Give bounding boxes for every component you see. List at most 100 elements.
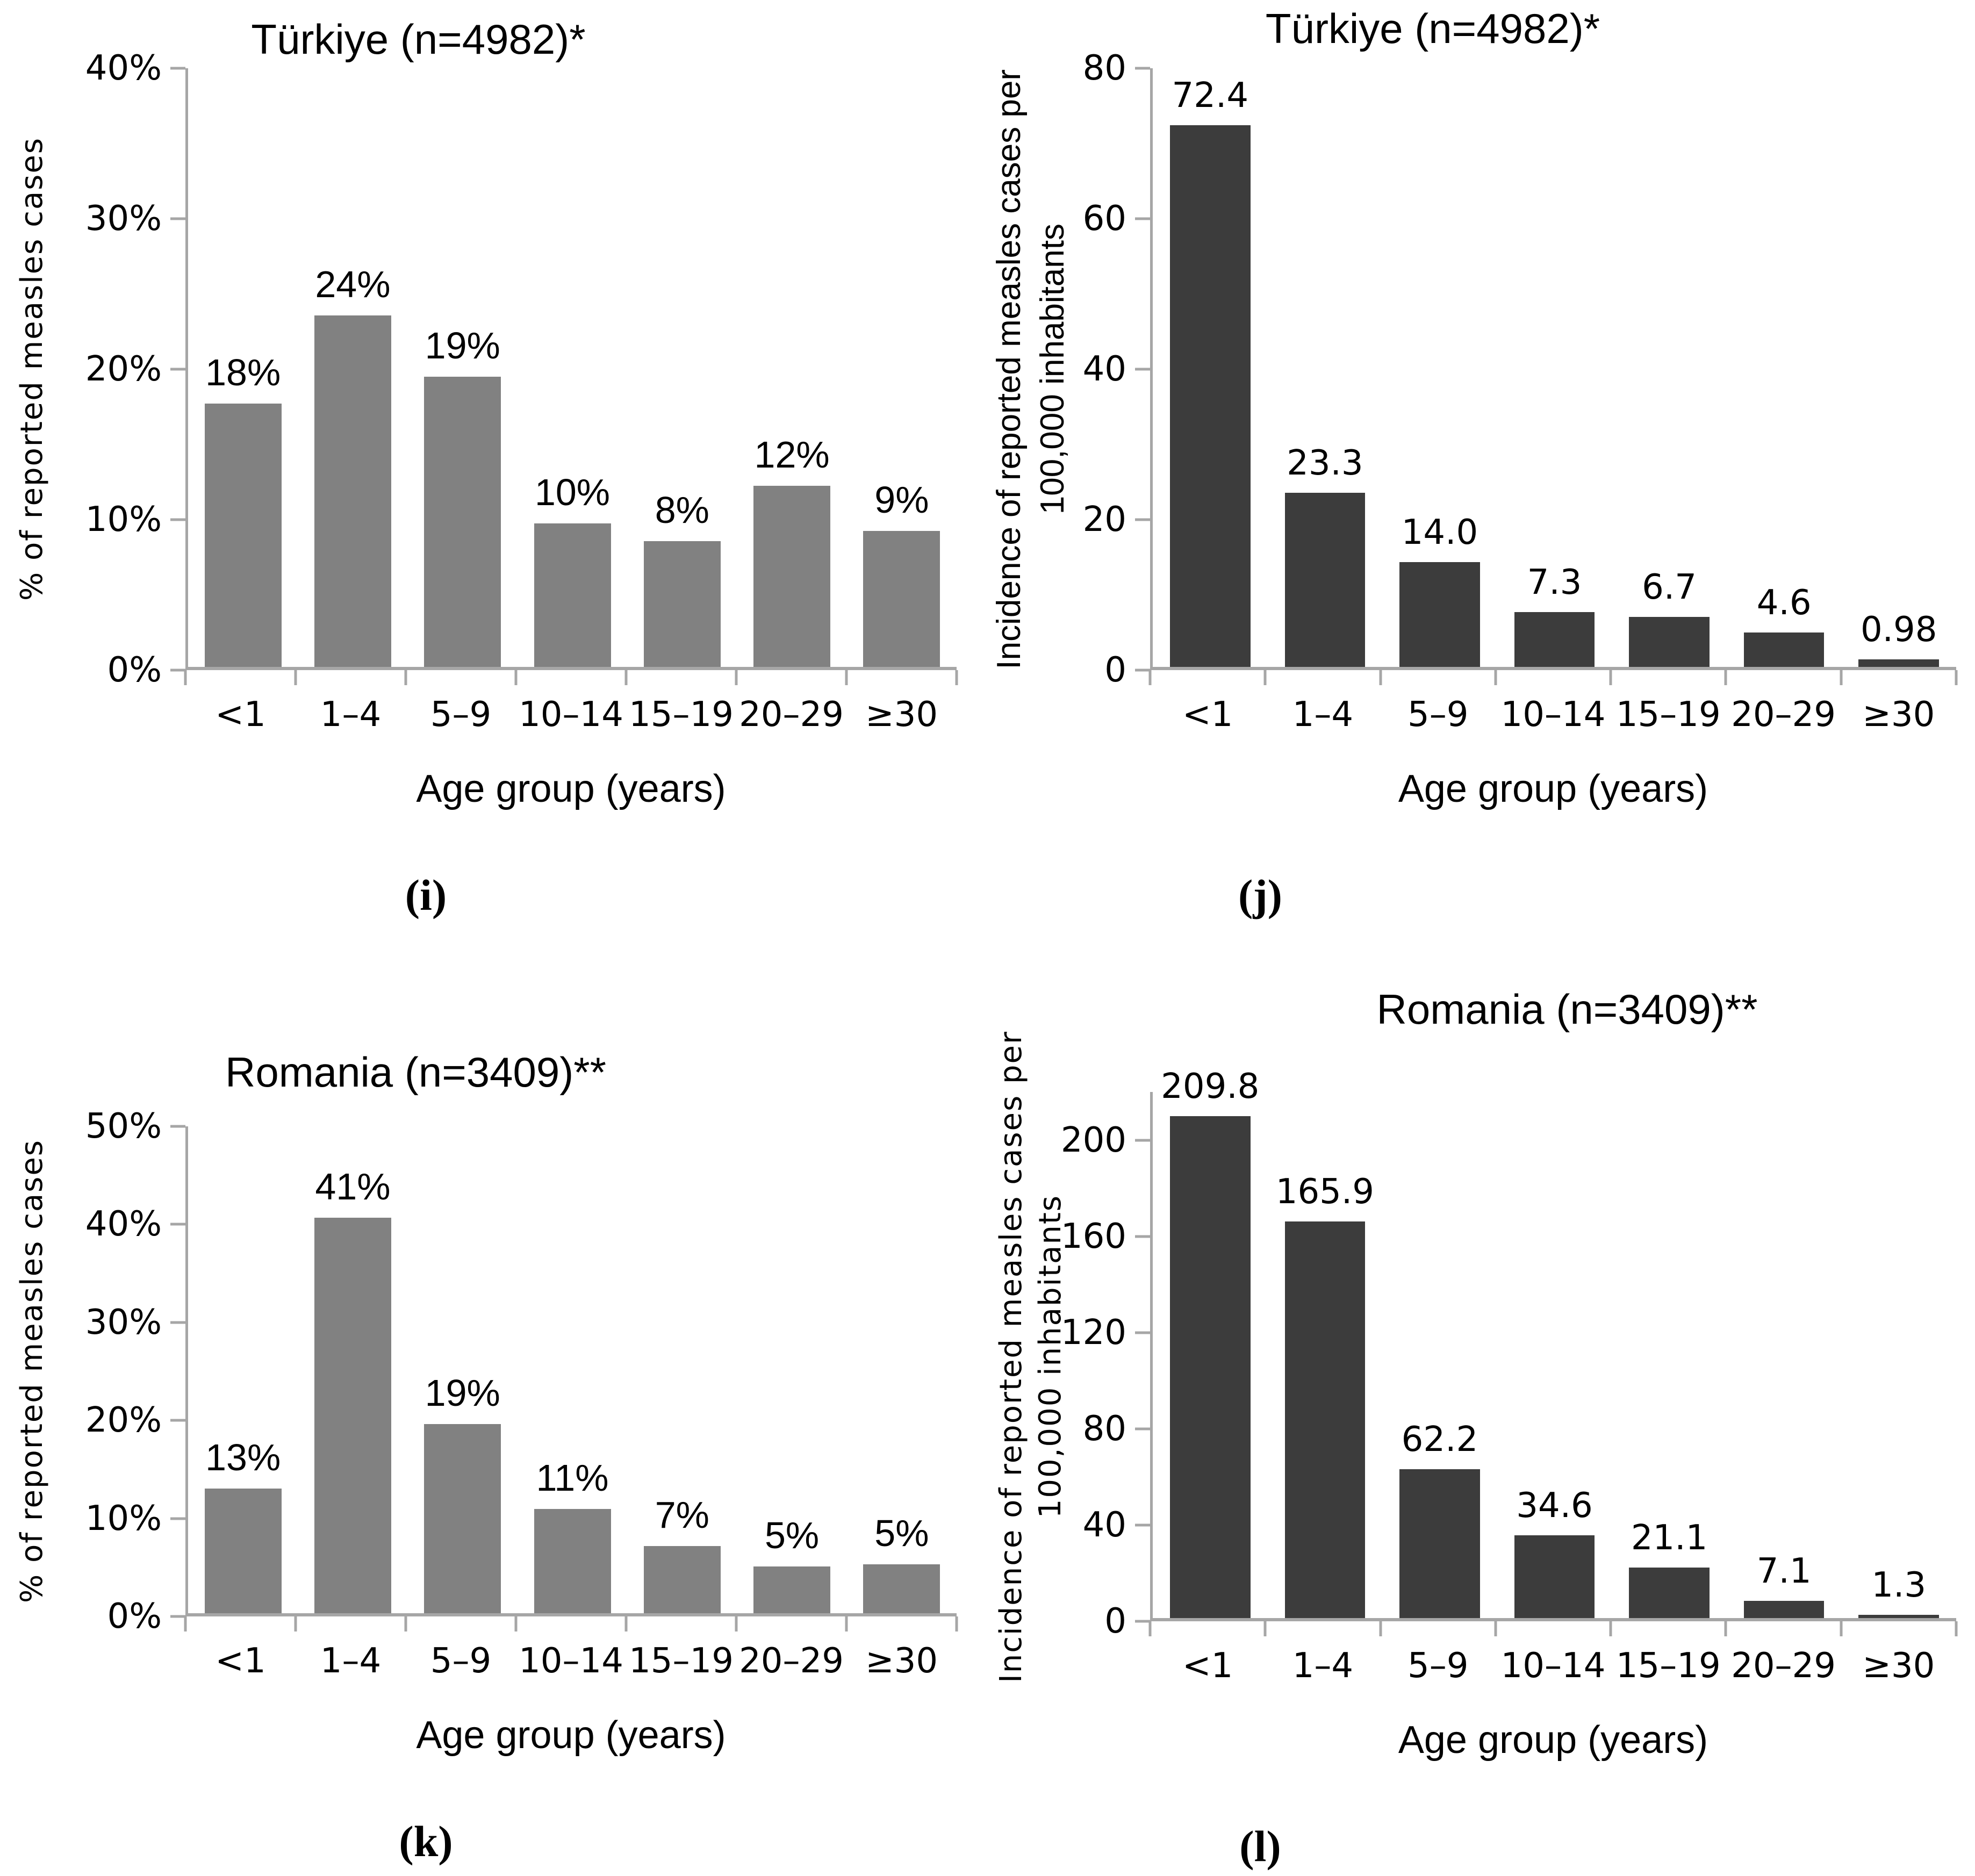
x-tick-label: 10–14 bbox=[1500, 695, 1606, 735]
y-tick-mark bbox=[170, 217, 185, 220]
bar bbox=[863, 530, 940, 667]
y-tick-mark bbox=[1135, 1523, 1150, 1527]
bar bbox=[643, 1546, 721, 1613]
y-tick-label: 200 bbox=[1060, 1120, 1126, 1160]
y-tick-label: 40% bbox=[85, 1204, 162, 1245]
x-axis-title: Age group (years) bbox=[1398, 767, 1708, 810]
chart-title: Romania (n=3409)** bbox=[1376, 986, 1758, 1033]
bar-value-label: 7.1 bbox=[1756, 1551, 1812, 1592]
bar bbox=[204, 403, 282, 667]
x-tick-mark bbox=[845, 670, 848, 685]
bar-value-label: 41% bbox=[315, 1166, 391, 1208]
panel-j: Türkiye (n=4982)* Incidence of reported … bbox=[987, 0, 1975, 938]
bar-value-label: 19% bbox=[425, 324, 500, 366]
y-tick-mark bbox=[170, 368, 185, 371]
y-tick-mark bbox=[1135, 669, 1150, 672]
y-tick-mark bbox=[170, 67, 185, 70]
x-tick-label: <1 bbox=[215, 695, 266, 735]
y-axis-title: Incidence of reported measles cases per 1… bbox=[987, 68, 1075, 670]
x-tick-mark bbox=[1494, 670, 1497, 685]
x-tick-label: 10–14 bbox=[1500, 1646, 1606, 1686]
y-tick-mark bbox=[170, 1517, 185, 1520]
x-tick-label: 1–4 bbox=[1292, 1646, 1354, 1686]
panel-l: Romania (n=3409)** Incidence of reported… bbox=[987, 938, 1975, 1876]
x-tick-label: ≥30 bbox=[1862, 1646, 1935, 1686]
x-tick-mark bbox=[514, 1616, 518, 1631]
bar-value-label: 8% bbox=[655, 489, 709, 531]
bar-value-label: 7% bbox=[655, 1493, 709, 1536]
x-tick-mark bbox=[1379, 670, 1382, 685]
x-tick-label: 20–29 bbox=[1731, 1646, 1836, 1686]
bar-value-label: 209.8 bbox=[1161, 1067, 1260, 1107]
x-tick-label: 5–9 bbox=[1407, 695, 1469, 735]
x-tick-mark bbox=[1263, 670, 1267, 685]
x-tick-label: 5–9 bbox=[430, 1641, 492, 1681]
y-axis-title: % of reported measles cases bbox=[0, 1126, 64, 1616]
x-tick-mark bbox=[294, 1616, 297, 1631]
bar bbox=[1399, 562, 1480, 667]
y-tick-label: 50% bbox=[85, 1106, 162, 1146]
x-tick-label: 20–29 bbox=[739, 695, 844, 735]
bar bbox=[424, 376, 501, 667]
y-axis-title-line: % of reported measles cases bbox=[14, 137, 49, 601]
bar-value-label: 165.9 bbox=[1275, 1171, 1374, 1212]
y-tick-mark bbox=[170, 518, 185, 521]
bar bbox=[1170, 1116, 1251, 1618]
y-tick-label: 40% bbox=[85, 48, 162, 88]
y-tick-mark bbox=[170, 669, 185, 672]
x-tick-mark bbox=[404, 670, 407, 685]
x-tick-label: 10–14 bbox=[519, 1641, 623, 1681]
bar-value-label: 11% bbox=[536, 1457, 609, 1499]
y-tick-label: 20% bbox=[85, 1400, 162, 1441]
bar-value-label: 34.6 bbox=[1516, 1486, 1593, 1526]
y-tick-mark bbox=[170, 1125, 185, 1128]
bar-value-label: 6.7 bbox=[1642, 567, 1697, 607]
plot-area: 72.4 23.3 14.0 7.3 6.7 4.6 0.98 bbox=[1150, 68, 1956, 670]
x-tick-label: 15–19 bbox=[629, 695, 734, 735]
y-axis-title-line: Incidence of reported measles cases per bbox=[990, 69, 1028, 670]
bar-value-label: 14.0 bbox=[1401, 513, 1478, 553]
y-tick-label: 40 bbox=[1082, 349, 1126, 389]
bar-value-label: 5% bbox=[764, 1514, 820, 1557]
bar bbox=[753, 1566, 831, 1613]
y-tick-label: 10% bbox=[85, 500, 162, 540]
plot-area: 209.8 165.9 62.2 34.6 21.1 7.1 1.3 bbox=[1150, 1067, 1956, 1621]
x-tick-mark bbox=[404, 1616, 407, 1631]
x-tick-mark bbox=[955, 670, 958, 685]
y-tick-mark bbox=[1135, 1331, 1150, 1334]
y-axis-title-line: Incidence of reported measles cases per bbox=[993, 1030, 1029, 1683]
bar-value-label: 5% bbox=[874, 1512, 929, 1555]
plot-area: 13% 41% 19% 11% 7% 5% 5% bbox=[185, 1126, 957, 1616]
y-tick-mark bbox=[170, 1615, 185, 1618]
bar bbox=[314, 315, 391, 667]
bar bbox=[534, 1509, 611, 1613]
x-tick-label: 5–9 bbox=[1407, 1646, 1469, 1686]
bar-value-label: 72.4 bbox=[1172, 75, 1249, 116]
bar bbox=[314, 1218, 391, 1613]
x-axis-title: Age group (years) bbox=[416, 1714, 726, 1757]
bar-value-label: 12% bbox=[754, 434, 830, 476]
y-tick-label: 40 bbox=[1082, 1505, 1126, 1545]
panel-label: (l) bbox=[1239, 1822, 1281, 1871]
x-tick-mark bbox=[624, 1616, 628, 1631]
x-tick-mark bbox=[1840, 1621, 1843, 1636]
y-tick-label: 0 bbox=[1104, 650, 1126, 690]
y-tick-label: 0% bbox=[107, 1597, 162, 1636]
x-tick-mark bbox=[1609, 1621, 1612, 1636]
x-tick-mark bbox=[514, 670, 518, 685]
y-tick-label: 20 bbox=[1082, 500, 1126, 540]
y-axis: 0 40 80 120 160 200 bbox=[1061, 1092, 1150, 1641]
x-tick-label: 20–29 bbox=[1731, 695, 1836, 735]
x-tick-label: <1 bbox=[1182, 1646, 1233, 1686]
y-axis: 0% 10% 20% 30% 40% bbox=[64, 48, 185, 690]
chart-title: Türkiye (n=4982)* bbox=[251, 16, 586, 63]
y-tick-mark bbox=[170, 1419, 185, 1422]
x-tick-mark bbox=[624, 670, 628, 685]
chart-title: Türkiye (n=4982)* bbox=[1265, 5, 1600, 52]
y-tick-label: 10% bbox=[85, 1498, 162, 1539]
bar bbox=[1514, 612, 1595, 667]
x-tick-mark bbox=[735, 670, 738, 685]
y-tick-mark bbox=[1135, 1620, 1150, 1623]
y-axis: 0 20 40 60 80 bbox=[1075, 48, 1150, 690]
bar-value-label: 13% bbox=[205, 1436, 281, 1479]
